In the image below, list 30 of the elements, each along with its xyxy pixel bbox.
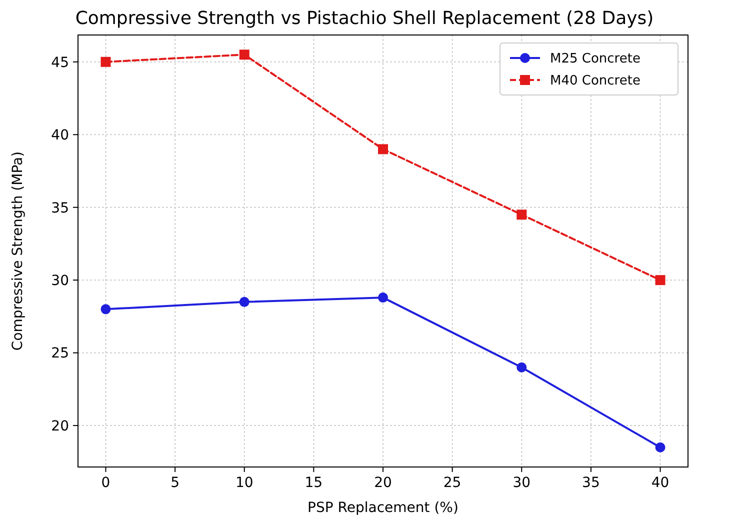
point [239,296,250,307]
x-tick-label: 0 [101,475,110,491]
x-tick-label: 10 [235,475,254,491]
point [100,304,111,314]
x-tick-label: 25 [443,475,462,491]
point [655,275,666,286]
x-tick-label: 5 [170,475,180,491]
point [239,50,250,60]
x-tick-label: 35 [582,475,600,491]
y-tick-label: 25 [51,346,69,362]
point [655,442,666,452]
y-axis-title: Compressive Strength (MPa) [10,151,26,351]
point [516,210,527,220]
point [378,292,388,303]
x-tick-label: 30 [512,475,531,491]
y-tick-label: 45 [51,54,69,71]
chart-title: Compressive Strength vs Pistachio Shell Replacement (28 Days) [75,8,654,29]
legend-label: M40 Concrete [550,74,640,89]
y-tick-label: 30 [51,272,69,289]
point [100,56,111,67]
y-tick-label: 35 [51,200,69,216]
x-tick-label: 40 [651,475,670,491]
x-tick-label: 15 [304,475,323,491]
x-axis-title: PSP Replacement (%) [308,500,458,516]
y-tick-label: 20 [51,418,69,434]
point [378,144,388,154]
legend-label: M25 Concrete [550,52,640,67]
y-tick-label: 40 [51,128,69,144]
x-tick-label: 20 [374,475,392,491]
point [516,362,527,372]
